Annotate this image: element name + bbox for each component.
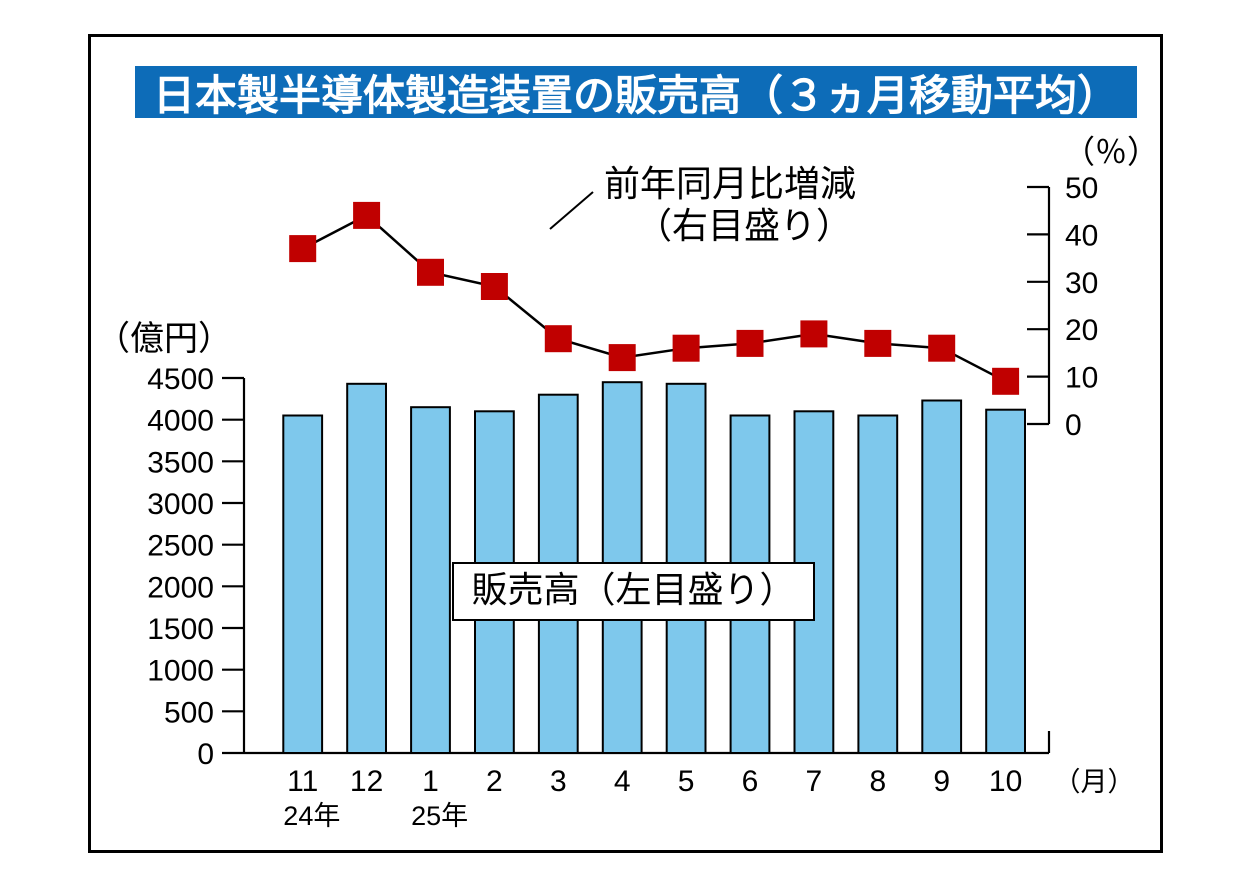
svg-text:30: 30 [1065, 267, 1098, 300]
svg-text:2: 2 [486, 765, 503, 798]
svg-text:1000: 1000 [147, 655, 214, 688]
svg-text:2000: 2000 [147, 571, 214, 604]
svg-text:6: 6 [742, 765, 759, 798]
svg-text:3: 3 [550, 765, 567, 798]
svg-text:3000: 3000 [147, 488, 214, 521]
svg-text:前年同月比増減: 前年同月比増減 [604, 163, 856, 204]
svg-text:1500: 1500 [147, 613, 214, 646]
svg-text:3500: 3500 [147, 446, 214, 479]
svg-text:500: 500 [164, 696, 214, 729]
svg-text:4500: 4500 [147, 363, 214, 396]
svg-text:0: 0 [197, 738, 214, 771]
svg-text:12: 12 [350, 765, 383, 798]
svg-text:10: 10 [1065, 362, 1098, 395]
svg-text:11: 11 [287, 765, 318, 798]
svg-text:9: 9 [933, 765, 950, 798]
svg-text:20: 20 [1065, 314, 1098, 347]
svg-text:7: 7 [806, 765, 823, 798]
svg-text:40: 40 [1065, 219, 1098, 252]
svg-text:2500: 2500 [147, 530, 214, 563]
svg-text:0: 0 [1065, 409, 1082, 442]
svg-text:8: 8 [869, 765, 886, 798]
svg-text:（億円）: （億円） [96, 320, 232, 358]
svg-text:25年: 25年 [411, 801, 468, 831]
svg-text:24年: 24年 [283, 801, 340, 831]
svg-text:1: 1 [422, 765, 439, 798]
svg-text:50: 50 [1065, 172, 1098, 205]
svg-text:4: 4 [614, 765, 631, 798]
svg-text:5: 5 [678, 765, 695, 798]
svg-text:（月）: （月） [1054, 767, 1135, 797]
svg-text:（％）: （％） [1063, 134, 1159, 170]
svg-text:4000: 4000 [147, 405, 214, 438]
svg-text:（右目盛り）: （右目盛り） [636, 205, 852, 246]
svg-text:10: 10 [989, 765, 1022, 798]
svg-text:販売高（左目盛り）: 販売高（左目盛り） [471, 569, 795, 610]
